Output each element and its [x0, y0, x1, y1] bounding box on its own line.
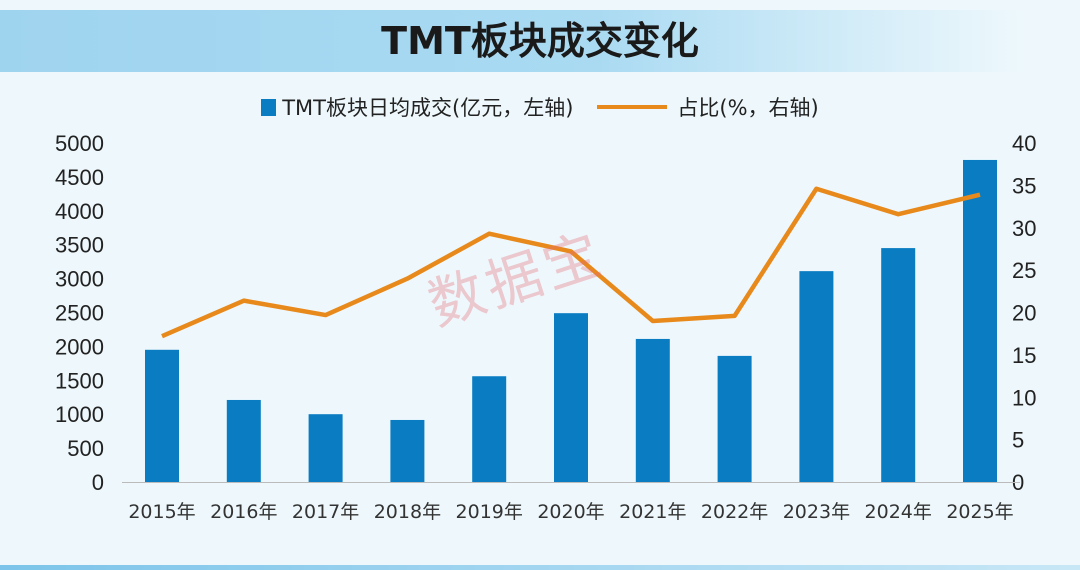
- bar: [799, 271, 834, 482]
- y-left-tick-label: 5000: [55, 131, 104, 156]
- legend: TMT板块日均成交(亿元，左轴) 占比(%，右轴): [0, 92, 1080, 122]
- x-tick-label: 2020年: [537, 501, 604, 523]
- y-left-tick-label: 0: [92, 470, 104, 495]
- x-tick-label: 2016年: [210, 501, 277, 523]
- y-left-tick-label: 4500: [55, 165, 104, 190]
- x-tick-label: 2025年: [946, 501, 1013, 523]
- bar: [635, 338, 670, 482]
- x-tick-label: 2017年: [292, 501, 359, 523]
- bar: [226, 399, 261, 482]
- x-tick-label: 2021年: [619, 501, 686, 523]
- y-right-tick-label: 35: [1012, 173, 1036, 198]
- x-tick-label: 2019年: [456, 501, 523, 523]
- y-left-tick-label: 4000: [55, 199, 104, 224]
- bar: [963, 159, 997, 482]
- x-tick-label: 2015年: [128, 501, 195, 523]
- legend-bar-label: TMT板块日均成交(亿元，左轴): [282, 96, 574, 120]
- bar: [472, 376, 507, 482]
- bar: [881, 248, 916, 482]
- bar: [554, 313, 588, 482]
- bar: [308, 414, 343, 482]
- x-tick-label: 2022年: [701, 501, 768, 523]
- y-right-tick-label: 20: [1012, 301, 1036, 326]
- bottom-strip: [0, 565, 1080, 570]
- bar: [717, 355, 752, 482]
- y-right-tick-label: 5: [1012, 428, 1024, 453]
- legend-line-label: 占比(%，右轴): [677, 96, 819, 120]
- legend-line-swatch: [597, 105, 668, 109]
- title-band: [0, 10, 1080, 72]
- x-tick-label: 2024年: [865, 501, 932, 523]
- y-left-tick-label: 500: [67, 436, 104, 461]
- y-left-tick-label: 1000: [55, 402, 104, 427]
- x-tick-label: 2018年: [374, 501, 441, 523]
- y-left-tick-label: 2500: [55, 301, 104, 326]
- chart-title: TMT板块成交变化: [381, 19, 699, 63]
- y-right-tick-label: 10: [1012, 385, 1036, 410]
- bar: [390, 419, 425, 482]
- y-right-tick-label: 40: [1012, 131, 1036, 156]
- y-left-tick-label: 1500: [55, 368, 104, 393]
- x-tick-label: 2023年: [783, 501, 850, 523]
- y-right-tick-label: 25: [1012, 258, 1036, 283]
- y-left-tick-label: 3500: [55, 233, 104, 258]
- y-right-tick-label: 15: [1012, 343, 1036, 368]
- y-left-tick-label: 3000: [55, 267, 104, 292]
- bar: [145, 349, 179, 482]
- legend-bar-swatch: [261, 98, 277, 116]
- y-right-tick-label: 30: [1012, 216, 1036, 241]
- y-left-tick-label: 2000: [55, 334, 104, 359]
